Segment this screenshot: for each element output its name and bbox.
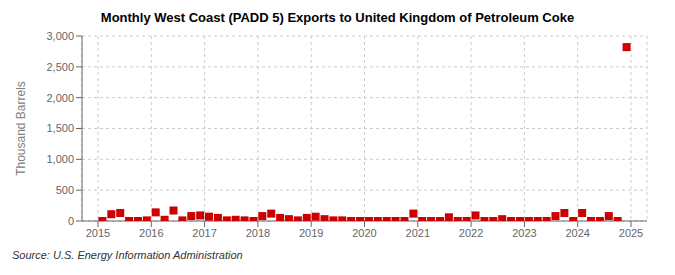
svg-text:2,000: 2,000 — [46, 92, 74, 104]
svg-text:2021: 2021 — [406, 227, 430, 239]
svg-text:2016: 2016 — [139, 227, 163, 239]
svg-text:Thousand Barrels: Thousand Barrels — [14, 81, 28, 176]
html-text:Monthly West Coast (PADD 5) Ex: Monthly West Coast (PADD 5) Exports to U… — [100, 10, 575, 25]
svg-text:2019: 2019 — [299, 227, 323, 239]
svg-text:1,500: 1,500 — [46, 122, 74, 134]
svg-text:500: 500 — [56, 184, 74, 196]
svg-text:2020: 2020 — [352, 227, 376, 239]
svg-text:2025: 2025 — [619, 227, 643, 239]
svg-text:2024: 2024 — [565, 227, 589, 239]
svg-text:2018: 2018 — [246, 227, 270, 239]
svg-text:2015: 2015 — [86, 227, 110, 239]
svg-text:1,000: 1,000 — [46, 153, 74, 165]
svg-text:0: 0 — [68, 215, 74, 227]
svg-text:3,000: 3,000 — [46, 30, 74, 42]
svg-text:2022: 2022 — [459, 227, 483, 239]
svg-text:2023: 2023 — [512, 227, 536, 239]
html-text:Source: U.S. Energy Informatio: Source: U.S. Energy Information Administ… — [12, 249, 243, 261]
svg-text:2017: 2017 — [192, 227, 216, 239]
svg-text:2,500: 2,500 — [46, 61, 74, 73]
